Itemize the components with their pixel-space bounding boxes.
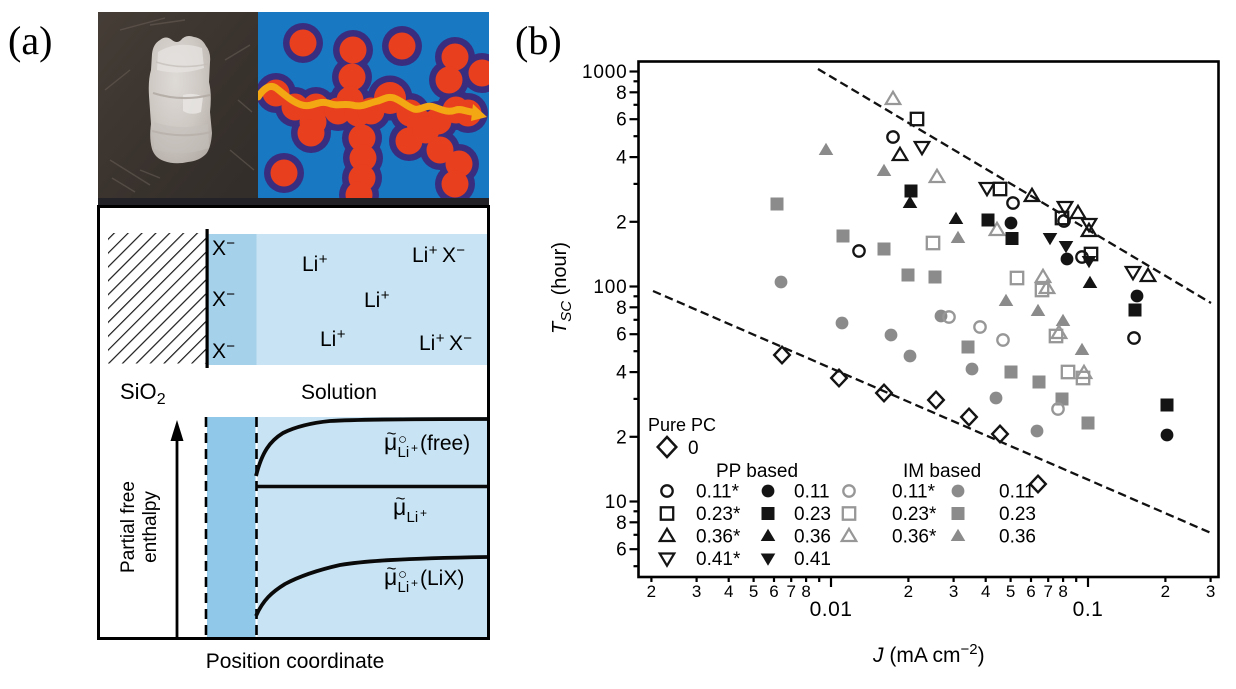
svg-text:6: 6 [616, 110, 627, 131]
svg-text:Pure PC: Pure PC [648, 415, 716, 435]
svg-text:○: ○ [398, 431, 407, 448]
svg-text:0.11: 0.11 [794, 482, 830, 503]
svg-text:7: 7 [786, 582, 795, 601]
svg-text:Position coordinate: Position coordinate [206, 650, 385, 673]
svg-text:8: 8 [801, 582, 810, 601]
svg-text:2: 2 [616, 427, 627, 448]
svg-text:+: + [381, 287, 390, 304]
svg-text:−: − [226, 338, 235, 355]
svg-text:Li: Li [398, 444, 410, 461]
svg-text:enthalpy: enthalpy [140, 491, 161, 563]
svg-text:0.11*: 0.11* [892, 482, 936, 503]
svg-text:Li: Li [412, 244, 428, 267]
svg-text:Li: Li [419, 332, 435, 355]
svg-text:0.23: 0.23 [794, 504, 831, 525]
svg-text:0.23*: 0.23* [696, 504, 741, 525]
svg-text:5: 5 [749, 582, 758, 601]
svg-text:2: 2 [1161, 582, 1170, 601]
svg-text:2: 2 [904, 582, 913, 601]
svg-text:3: 3 [949, 582, 958, 601]
svg-text:PP based: PP based [716, 461, 798, 482]
svg-text:TSC (hour): TSC (hour) [549, 242, 575, 334]
svg-text:6: 6 [1026, 582, 1035, 601]
svg-text:X: X [212, 237, 226, 260]
svg-text:X: X [442, 244, 456, 267]
svg-text:+: + [411, 576, 418, 590]
svg-text:μ: μ [384, 429, 397, 455]
svg-text:−: − [463, 330, 472, 347]
svg-text:+: + [436, 330, 445, 347]
svg-text:8: 8 [616, 298, 627, 319]
svg-text:(b): (b) [515, 18, 562, 63]
svg-text:0.11: 0.11 [999, 482, 1035, 503]
svg-text:3: 3 [692, 582, 701, 601]
svg-text:10: 10 [605, 492, 628, 513]
svg-text:μ: μ [384, 564, 397, 590]
svg-text:+: + [411, 441, 418, 455]
svg-text:8: 8 [616, 83, 627, 104]
svg-text:0.1: 0.1 [1073, 598, 1104, 621]
svg-text:Li: Li [364, 289, 380, 312]
svg-text:4: 4 [981, 582, 990, 601]
svg-text:Partial free: Partial free [118, 481, 139, 573]
svg-text:μ: μ [393, 494, 406, 520]
svg-text:−: − [226, 235, 235, 252]
svg-text:+: + [429, 242, 438, 259]
svg-text:(LiX): (LiX) [420, 567, 464, 590]
svg-text:7: 7 [1043, 582, 1052, 601]
svg-text:3: 3 [1206, 582, 1215, 601]
svg-text:0.11*: 0.11* [696, 482, 740, 503]
svg-text:X: X [449, 332, 463, 355]
svg-text:100: 100 [593, 277, 627, 298]
svg-text:1000: 1000 [582, 62, 627, 83]
svg-text:4: 4 [724, 582, 733, 601]
svg-text:~: ~ [387, 424, 397, 443]
svg-text:Li: Li [407, 509, 419, 526]
svg-text:0.23: 0.23 [999, 504, 1036, 525]
svg-text:(free): (free) [420, 432, 470, 455]
svg-text:0.36*: 0.36* [696, 527, 741, 548]
svg-text:0.41: 0.41 [794, 549, 831, 570]
svg-text:5: 5 [1006, 582, 1015, 601]
svg-text:0.41*: 0.41* [696, 549, 741, 570]
svg-text:Li: Li [320, 328, 336, 351]
svg-text:0.01: 0.01 [810, 598, 853, 621]
svg-text:−: − [226, 286, 235, 303]
svg-text:6: 6 [616, 540, 627, 561]
svg-text:6: 6 [616, 325, 627, 346]
svg-text:8: 8 [1058, 582, 1067, 601]
svg-text:X: X [212, 288, 226, 311]
svg-text:+: + [337, 326, 346, 343]
svg-text:0.36: 0.36 [794, 527, 831, 548]
svg-text:+: + [420, 506, 427, 520]
svg-text:0.36*: 0.36* [892, 527, 937, 548]
svg-text:0.36: 0.36 [999, 527, 1036, 548]
svg-text:Li: Li [398, 579, 410, 596]
svg-text:IM based: IM based [903, 461, 981, 482]
svg-text:(a): (a) [8, 18, 52, 63]
svg-text:○: ○ [398, 566, 407, 583]
svg-text:6: 6 [769, 582, 778, 601]
svg-text:0: 0 [688, 438, 699, 459]
svg-text:8: 8 [616, 513, 627, 534]
svg-text:0.23*: 0.23* [892, 504, 937, 525]
svg-text:Solution: Solution [301, 381, 377, 404]
svg-text:−: − [456, 242, 465, 259]
svg-text:4: 4 [616, 363, 627, 384]
svg-text:~: ~ [396, 489, 406, 508]
svg-text:~: ~ [387, 559, 397, 578]
svg-text:+: + [319, 251, 328, 268]
svg-text:X: X [212, 340, 226, 363]
svg-text:Li: Li [302, 253, 318, 276]
svg-text:4: 4 [616, 148, 627, 169]
svg-text:2: 2 [647, 582, 656, 601]
svg-text:2: 2 [616, 212, 627, 233]
